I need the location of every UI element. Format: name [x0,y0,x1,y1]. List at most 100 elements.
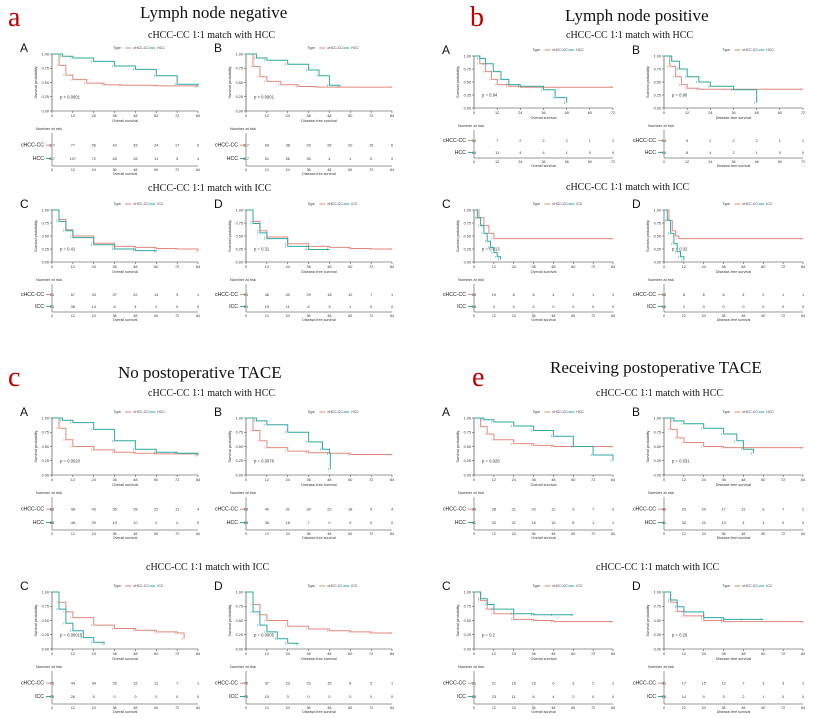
at-risk-x-tick-label: 24 [286,168,290,172]
panel-label: A [20,41,28,55]
at-risk-count: 6 [703,293,705,297]
at-risk-count: 18 [286,521,290,525]
at-risk-count: 2 [176,521,178,525]
x-tick-label: 84 [611,478,615,482]
legend-type-label: Type [722,202,730,206]
x-tick-label: 0 [245,114,247,118]
x-tick-label: 12 [71,478,75,482]
section-b-title: Lymph node positive [565,6,709,25]
at-risk-x-tick-label: 24 [518,160,522,164]
section-e-letter: e [472,362,485,393]
at-risk-count: 1 [391,682,393,686]
at-risk-x-tick-label: 48 [133,706,137,710]
y-tick-label: 1.00 [464,54,471,58]
at-risk-count: 1 [802,682,804,686]
km-svg-b-A: A Type cHCC-CC HCC 1.00 0.75 0.50 0.25 0.00 Survi… [442,43,615,168]
panel-label: D [632,197,641,211]
at-risk-count: 6 [391,144,393,148]
x-tick-label: 60 [571,265,575,269]
at-risk-x-tick-label: 12 [71,532,75,536]
at-risk-count: 0 [552,305,554,309]
at-risk-count: 32 [682,521,686,525]
x-tick-label: 48 [327,652,331,656]
y-axis-title: Survival probability [228,430,232,462]
x-tick-label: 72 [611,111,615,115]
y-tick-label: 0.50 [654,234,661,238]
km-svg-c-A: A Type cHCC-CC HCC 1.00 0.75 0.50 0.25 0.00 Survi… [20,405,200,540]
at-risk-x-tick-label: 72 [781,532,785,536]
at-risk-count: 0 [762,305,764,309]
at-risk-count: 2 [802,508,804,512]
y-tick-label: 0.00 [236,647,243,651]
legend-comparator-label: HCC [766,410,774,414]
at-risk-count: 11 [495,151,499,155]
at-risk-count: 29 [306,293,310,297]
at-risk-count: 2 [542,139,544,143]
legend-type-label: Type [532,584,540,588]
legend-chcc-label: cHCC-CC [133,584,149,588]
at-risk-row-chcc-label: cHCC-CC [633,138,656,144]
x-tick-label: 48 [133,114,137,118]
x-tick-label: 12 [685,111,689,115]
x-axis-title: Disease-free survival [301,270,337,274]
at-risk-count: 20 [348,144,352,148]
x-tick-label: 84 [196,478,200,482]
at-risk-x-tick-label: 0 [473,314,475,318]
x-axis-title: Disease-free survival [301,119,337,123]
at-risk-count: 20 [702,508,706,512]
at-risk-count: 4 [519,151,521,155]
at-risk-count: 7 [308,521,310,525]
y-tick-label: 0.50 [236,234,243,238]
at-risk-x-tick-label: 0 [663,706,665,710]
at-risk-axes [663,284,803,313]
x-tick-label: 72 [781,478,785,482]
at-risk-count: 30 [306,508,310,512]
at-risk-count: 4 [552,695,554,699]
at-risk-count: 15 [702,682,706,686]
km-svg-b-D: D Type cHCC-CC ICC 1.00 0.75 0.50 0.25 0.00 Survi… [632,197,805,322]
km-plot-b-D: D Type cHCC-CC ICC 1.00 0.75 0.50 0.25 0.00 Survi… [630,196,815,322]
at-risk-count: 0 [513,305,515,309]
at-risk-axes [245,133,392,167]
series-comparator-curve [664,209,685,261]
legend: Type cHCC-CC ICC [113,584,164,588]
at-risk-count: 8 [572,521,574,525]
at-risk-count: 15 [133,682,137,686]
legend-type-label: Type [722,48,730,52]
axes [51,592,198,650]
at-risk-x-tick-label: 12 [492,314,496,318]
at-risk-x-title: Overall survival [531,164,556,168]
at-risk-count: 4 [542,151,544,155]
legend-chcc-label: cHCC-CC [552,584,568,588]
x-axis-title: Overall survival [531,116,557,120]
at-risk-x-title: Disease-free survival [302,172,336,176]
at-risk-count: 0 [328,695,330,699]
x-tick-label: 12 [265,478,269,482]
at-risk-count: 1 [566,151,568,155]
x-tick-label: 60 [348,652,352,656]
at-risk-count: 6 [552,682,554,686]
p-value: p = 0.90 [672,93,688,98]
x-tick-label: 36 [731,111,735,115]
section-c-letter: c [8,362,21,393]
x-tick-label: 36 [112,478,116,482]
at-risk-count: 43 [112,144,116,148]
at-risk-row-comparator-label: ICC [457,694,466,700]
at-risk-x-tick-label: 60 [571,532,575,536]
series-comparator-curve [664,417,754,454]
x-tick-label: 36 [306,265,310,269]
at-risk-count: 18 [348,508,352,512]
at-risk-count: 6 [533,695,535,699]
at-risk-count: 2 [572,293,574,297]
at-risk-x-tick-label: 36 [532,532,536,536]
y-tick-label: 1.00 [236,52,243,56]
legend-type-label: Type [532,202,540,206]
at-risk-x-tick-label: 48 [741,532,745,536]
section-e-subtitle-bottom: cHCC-CC 1∶1 match with ICC [596,562,720,573]
legend-type-label: Type [722,410,730,414]
legend-chcc-label: cHCC-CC [327,584,343,588]
legend: Type cHCC-CC ICC [307,202,358,206]
y-tick-label: 0.50 [464,80,471,84]
at-risk-count: 28 [133,157,137,161]
at-risk-count: 22 [133,293,137,297]
